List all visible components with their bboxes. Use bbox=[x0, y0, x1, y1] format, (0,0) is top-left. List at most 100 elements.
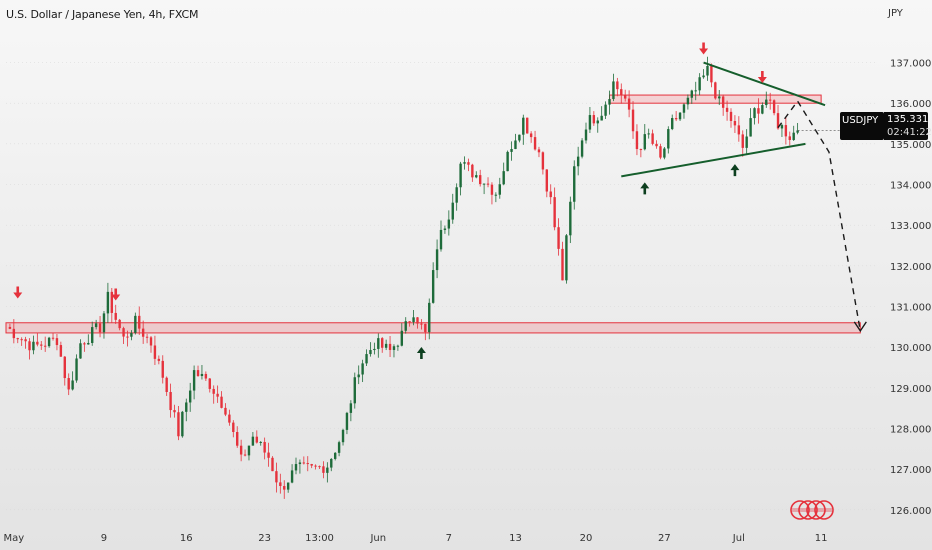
candle-body bbox=[467, 162, 470, 165]
candle-body bbox=[63, 356, 66, 379]
candle-body bbox=[494, 194, 498, 196]
candle-body bbox=[145, 336, 149, 338]
price-box: 135.331 02:41:22 bbox=[884, 112, 932, 140]
candle-body bbox=[91, 327, 94, 343]
candle-body bbox=[279, 482, 282, 487]
candle-body bbox=[612, 81, 615, 100]
candle-body bbox=[51, 337, 55, 339]
tradingview-logo-icon bbox=[790, 500, 834, 520]
candle-body bbox=[192, 370, 196, 391]
candle-body bbox=[349, 403, 353, 413]
candle-body bbox=[565, 235, 568, 281]
candle-body bbox=[604, 104, 607, 116]
candle-body bbox=[365, 354, 368, 364]
candle-body bbox=[310, 464, 313, 466]
candles bbox=[8, 56, 799, 499]
candle-body bbox=[620, 89, 623, 96]
candle-body bbox=[490, 184, 494, 195]
candle-body bbox=[616, 81, 619, 90]
candle-body bbox=[471, 164, 474, 178]
current-price: 135.331 bbox=[887, 114, 929, 125]
candle-body bbox=[122, 328, 125, 337]
candle-body bbox=[377, 338, 380, 349]
up-arrow-icon bbox=[730, 164, 740, 177]
candle-body bbox=[549, 191, 552, 198]
projection-arrow-head bbox=[853, 321, 867, 333]
candle-body bbox=[694, 90, 697, 92]
x-tick-label: 11 bbox=[815, 533, 828, 544]
candle-body bbox=[118, 319, 121, 329]
x-tick-label: 23 bbox=[258, 533, 271, 544]
candle-body bbox=[718, 96, 721, 99]
candle-body bbox=[573, 166, 576, 202]
x-tick-label: 7 bbox=[446, 533, 452, 544]
candle-body bbox=[330, 458, 333, 468]
x-tick-label: 13:00 bbox=[305, 533, 334, 544]
candle-body bbox=[141, 328, 145, 337]
candle-body bbox=[267, 452, 270, 458]
y-tick-label: 128.000 bbox=[890, 424, 931, 435]
candle-body bbox=[721, 96, 725, 108]
candle-body bbox=[674, 118, 678, 120]
candle-body bbox=[200, 373, 204, 377]
candle-body bbox=[208, 378, 211, 389]
candle-body bbox=[220, 396, 223, 408]
y-tick-label: 132.000 bbox=[890, 262, 931, 273]
candle-body bbox=[537, 149, 541, 153]
candle-body bbox=[463, 162, 466, 164]
candle-body bbox=[608, 99, 611, 105]
candle-body bbox=[451, 202, 454, 220]
candle-body bbox=[580, 140, 584, 157]
support-zone bbox=[5, 322, 861, 334]
candle-body bbox=[94, 323, 98, 328]
candle-body bbox=[36, 341, 39, 345]
candle-body bbox=[114, 312, 117, 320]
x-tick-label: 16 bbox=[180, 533, 193, 544]
candle-body bbox=[768, 99, 772, 101]
candle-body bbox=[792, 132, 795, 140]
candle-body bbox=[8, 326, 12, 329]
candle-body bbox=[43, 345, 47, 347]
projection-path bbox=[777, 99, 862, 332]
candle-body bbox=[326, 467, 329, 473]
candle-body bbox=[561, 248, 564, 281]
candle-body bbox=[24, 339, 27, 342]
candle-body bbox=[243, 454, 247, 456]
candle-body bbox=[588, 115, 592, 130]
bar-countdown: 02:41:22 bbox=[887, 127, 932, 138]
drawings bbox=[13, 42, 876, 360]
candle-body bbox=[478, 175, 482, 185]
candle-body bbox=[678, 112, 682, 120]
candle-body bbox=[16, 338, 19, 340]
candle-body bbox=[149, 337, 153, 346]
candle-body bbox=[498, 184, 501, 195]
candle-body bbox=[518, 134, 521, 141]
candle-body bbox=[420, 323, 423, 325]
candle-body bbox=[780, 125, 784, 129]
candle-body bbox=[228, 414, 231, 423]
candle-body bbox=[698, 77, 701, 91]
candle-body bbox=[106, 291, 110, 314]
candle-body bbox=[663, 148, 666, 158]
up-arrow-icon bbox=[640, 182, 650, 195]
candle-body bbox=[741, 134, 744, 148]
symbol-tag: USDJPY bbox=[840, 112, 884, 140]
candle-body bbox=[784, 125, 788, 137]
candle-body bbox=[772, 100, 776, 114]
candle-body bbox=[224, 407, 227, 415]
y-axis: 126.000 127.000 128.000 129.000 130.000 131.0… bbox=[890, 59, 931, 517]
candle-body bbox=[455, 187, 458, 203]
candle-body bbox=[32, 341, 35, 351]
candle-body bbox=[79, 343, 82, 359]
candle-body bbox=[659, 146, 662, 158]
candle-body bbox=[173, 410, 176, 413]
candle-body bbox=[443, 228, 447, 230]
candle-body bbox=[475, 175, 478, 178]
candle-body bbox=[204, 373, 208, 379]
candle-body bbox=[671, 118, 674, 130]
candle-body bbox=[28, 341, 31, 351]
candle-body bbox=[388, 343, 392, 350]
candle-body bbox=[729, 111, 733, 121]
candle-body bbox=[431, 270, 435, 303]
